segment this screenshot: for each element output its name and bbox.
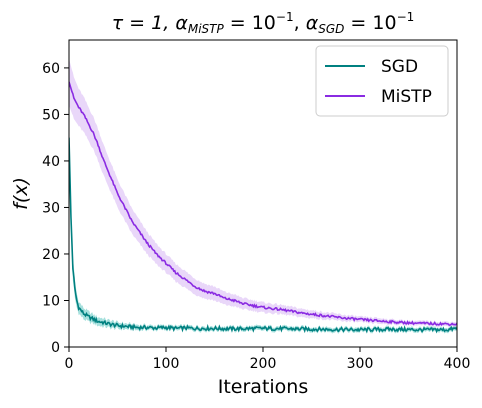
y-tick-label: 20 <box>42 247 60 263</box>
y-axis-ticks: 0 10 20 30 40 50 60 <box>42 61 69 356</box>
y-tick-label: 50 <box>42 107 60 123</box>
y-tick-label: 10 <box>42 293 60 309</box>
y-tick-label: 60 <box>42 61 60 77</box>
y-tick-label: 0 <box>51 340 60 356</box>
x-tick-label: 0 <box>65 356 74 372</box>
x-tick-label: 200 <box>250 356 277 372</box>
series-lines <box>69 81 457 334</box>
x-axis-ticks: 0 100 200 300 400 <box>65 347 471 372</box>
line-mistp <box>69 81 457 327</box>
legend-label-mistp: MiSTP <box>381 87 432 107</box>
x-axis-label: Iterations <box>218 376 309 398</box>
legend-box <box>315 45 449 117</box>
title-alpha-1: α <box>175 12 188 34</box>
y-tick-label: 30 <box>42 200 60 216</box>
title-sep: , <box>294 12 306 34</box>
title-sub-mistp: MiSTP <box>188 22 225 36</box>
x-tick-label: 400 <box>444 356 471 372</box>
confidence-bands <box>69 58 457 334</box>
title-eq-1: = 10 <box>224 12 276 34</box>
x-tick-label: 100 <box>153 356 180 372</box>
x-tick-label: 300 <box>347 356 374 372</box>
title-eq-2: = 10 <box>344 12 396 34</box>
line-sgd <box>69 137 457 334</box>
chart-title: τ = 1, αMiSTP = 10−1, αSGD = 10−1 <box>112 10 415 36</box>
legend: SGD MiSTP <box>315 45 449 117</box>
legend-label-sgd: SGD <box>381 57 418 77</box>
title-tau: τ = 1, <box>112 12 176 34</box>
y-tick-label: 40 <box>42 154 60 170</box>
band-mistp <box>69 58 457 328</box>
y-axis-label: f(x) <box>10 177 32 210</box>
title-exp-1: −1 <box>276 10 294 24</box>
title-alpha-2: α <box>306 12 319 34</box>
title-sub-sgd: SGD <box>318 22 344 36</box>
title-exp-2: −1 <box>397 10 415 24</box>
